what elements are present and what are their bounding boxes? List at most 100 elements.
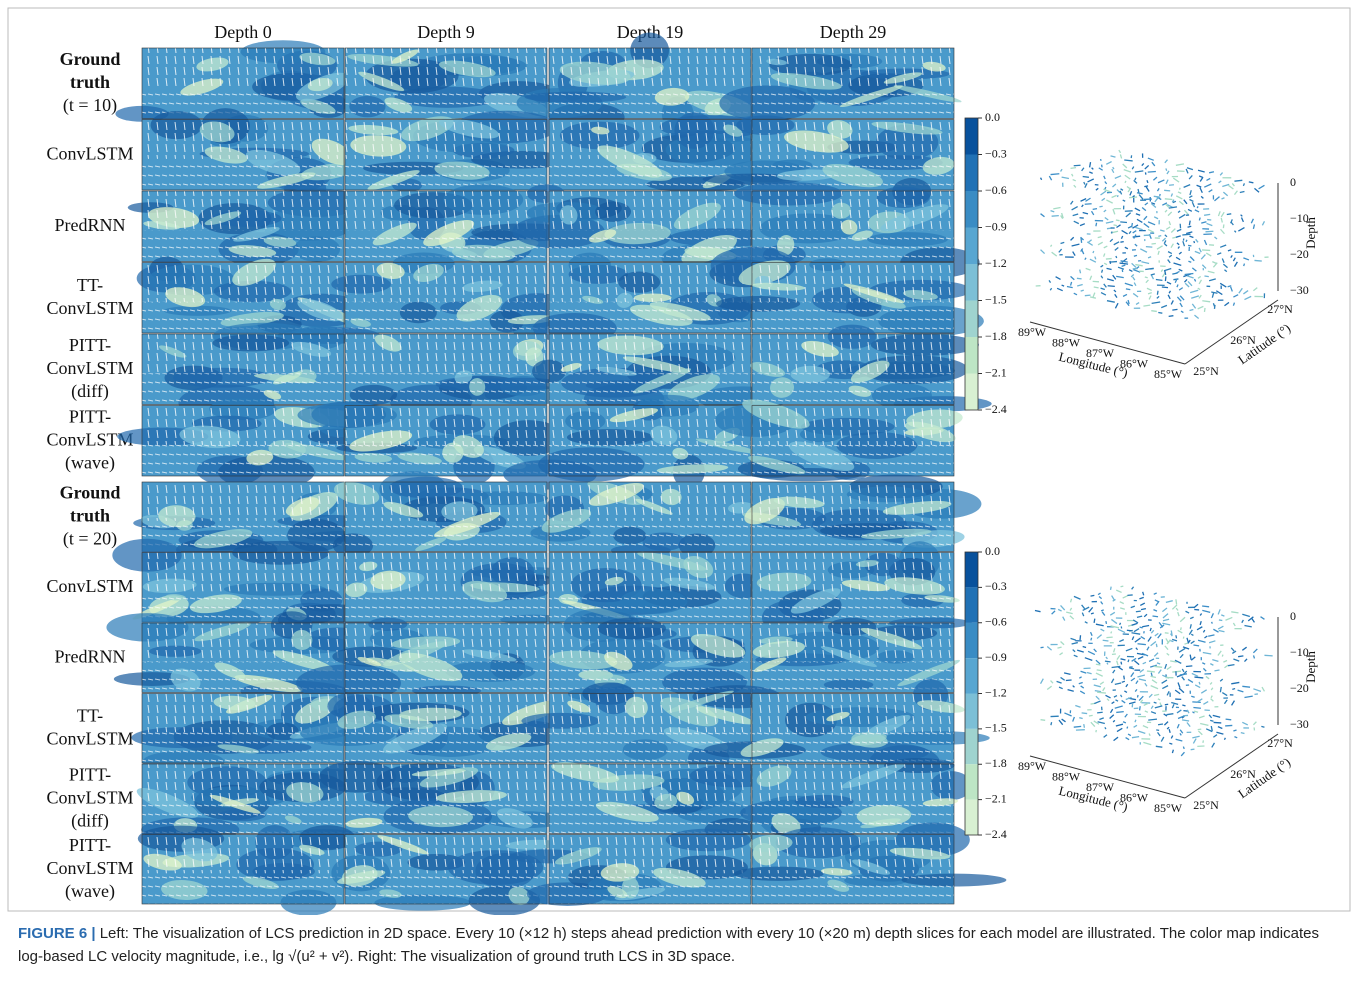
flow-arrow — [1179, 201, 1183, 204]
flow-arrow — [1221, 212, 1224, 217]
panel-arrows — [752, 334, 954, 373]
flow-arrow — [1132, 167, 1133, 170]
flow-arrow — [1228, 250, 1231, 251]
flow-arrow — [1175, 690, 1180, 694]
flow-arrow — [1253, 288, 1257, 291]
flow-arrow — [1202, 663, 1205, 664]
flow-arrow — [1085, 658, 1092, 661]
row-label: truth — [70, 505, 110, 525]
flow-arrow — [1211, 696, 1212, 698]
flow-arrow — [1091, 638, 1092, 641]
panel-arrows — [345, 120, 547, 159]
colorbar-tick-label: −2.1 — [985, 791, 1007, 805]
flow-arrow — [1095, 257, 1096, 260]
row-label: Ground — [60, 482, 121, 502]
panel-arrows — [549, 48, 751, 87]
flow-arrow — [1091, 722, 1095, 726]
flow-arrow — [1135, 244, 1137, 246]
panel-arrows — [345, 764, 547, 803]
flow-arrow — [1094, 685, 1101, 687]
flow-arrow — [1243, 183, 1244, 186]
flow-arrow — [1220, 245, 1226, 247]
panel-arrows — [752, 191, 954, 230]
flow-arrow — [1167, 691, 1169, 695]
flow-arrow — [1253, 224, 1254, 228]
flow-arrow — [1152, 162, 1155, 166]
flow-arrow — [1105, 695, 1110, 698]
flow-arrow — [1158, 313, 1162, 314]
flow-arrow — [1161, 269, 1162, 271]
flow-arrow — [1154, 694, 1159, 695]
flow-arrow — [1077, 278, 1082, 279]
colorbar-segment — [965, 337, 978, 374]
flow-arrow — [1147, 180, 1148, 183]
colorbar-tick-label: −0.9 — [985, 650, 1007, 664]
flow-arrow — [1180, 654, 1183, 657]
row-label: (diff) — [71, 381, 109, 402]
flow-arrow — [1104, 263, 1107, 265]
flow-arrow — [1180, 303, 1182, 307]
flow-arrow — [1094, 619, 1095, 623]
row-label: ConvLSTM — [46, 143, 133, 163]
flow-arrow — [1151, 706, 1153, 709]
flow-arrow — [1066, 680, 1072, 681]
row-label: ConvLSTM — [46, 858, 133, 878]
flow-arrow — [1124, 170, 1131, 172]
flow-arrow — [1080, 635, 1081, 640]
flow-arrow — [1251, 219, 1253, 223]
flow-arrow — [1088, 240, 1091, 242]
flow-arrow — [1221, 198, 1224, 199]
flow-arrow — [1072, 207, 1078, 210]
flow-arrow — [1097, 670, 1102, 671]
flow-arrow — [1169, 316, 1174, 317]
flow-arrow — [1194, 279, 1195, 281]
flow-arrow — [1145, 711, 1148, 712]
flow-arrow — [1143, 726, 1148, 728]
flow-arrow — [1128, 300, 1129, 304]
flow-arrow — [1198, 731, 1202, 735]
flow-arrow — [1192, 702, 1200, 703]
flow-arrow — [1123, 722, 1126, 723]
flow-arrow — [1121, 236, 1122, 239]
flow-arrow — [1197, 206, 1198, 208]
flow-arrow — [1153, 616, 1159, 617]
flow-arrow — [1117, 195, 1118, 197]
flow-arrow — [1201, 196, 1203, 198]
flow-arrow — [1241, 733, 1245, 734]
colorbar-tick-label: −1.5 — [985, 292, 1007, 306]
flow-arrow — [1244, 296, 1251, 299]
flow-arrow — [1185, 273, 1194, 274]
flow-arrow — [1162, 686, 1168, 689]
flow-arrow — [1142, 163, 1144, 165]
flow-arrow — [1233, 623, 1235, 626]
flow-arrow — [1169, 221, 1170, 225]
flow-arrow — [1141, 609, 1146, 610]
flow-arrow — [1195, 210, 1199, 212]
flow-arrow — [1222, 259, 1224, 263]
flow-arrow — [1148, 222, 1155, 225]
heatmap-panel — [137, 253, 364, 333]
flow-arrow — [1074, 293, 1077, 295]
flow-arrow — [1221, 229, 1225, 233]
flow-arrow — [1167, 727, 1169, 729]
colorbar-segment — [965, 800, 978, 835]
flow-arrow — [1151, 686, 1158, 689]
flow-arrow — [1157, 246, 1163, 249]
panel-arrows — [549, 835, 751, 874]
flow-arrow — [1228, 286, 1232, 287]
flow-arrow — [1111, 632, 1112, 634]
colorbar-segment — [965, 764, 978, 799]
flow-arrow — [1190, 624, 1191, 628]
flow-arrow — [1133, 236, 1141, 237]
flow-arrow — [1135, 178, 1136, 180]
flow-arrow — [1106, 259, 1112, 260]
flow-arrow — [1145, 683, 1147, 686]
flow-arrow — [1189, 236, 1193, 237]
heatmap-panel — [531, 476, 755, 557]
flow-arrow — [1172, 639, 1177, 641]
flow-arrow — [1167, 666, 1171, 669]
colorbar-segment — [965, 552, 978, 587]
flow-arrow — [1187, 710, 1189, 713]
flow-arrow — [1179, 269, 1183, 271]
colorbar-tick-label: −1.2 — [985, 256, 1007, 270]
